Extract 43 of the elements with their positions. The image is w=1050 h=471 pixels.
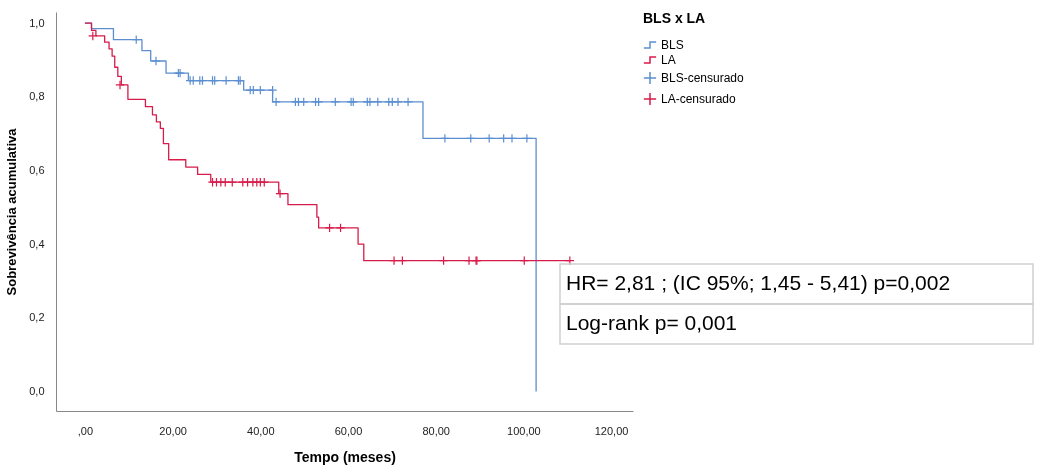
x-tick-label: 40,00 — [247, 424, 275, 437]
point — [522, 133, 532, 144]
annotation: Log-rank p= 0,001 — [566, 311, 738, 334]
point — [403, 97, 413, 107]
x-tick-label: ,00 — [77, 424, 94, 437]
point — [271, 97, 281, 107]
x-tick-label: 60,00 — [334, 424, 363, 437]
point — [330, 97, 341, 107]
legend-label: BLS — [661, 38, 684, 52]
point — [275, 188, 285, 199]
legend-label: LA — [661, 53, 676, 67]
point — [373, 97, 383, 107]
x-tick-label: 120,00 — [594, 424, 629, 437]
point — [151, 56, 161, 66]
point — [507, 133, 517, 144]
point — [335, 223, 346, 233]
y-axis-title: Sobrevivência acumulativa — [4, 127, 20, 296]
y-tick-label: 0,2 — [29, 311, 45, 324]
point — [389, 255, 399, 266]
point — [464, 255, 474, 266]
x-tick-label: 80,00 — [422, 424, 450, 437]
x-axis-title: Tempo (meses) — [294, 448, 396, 465]
annotation: HR= 2,81 ; (IC 95%; 1,45 - 5,41) p=0,002 — [566, 271, 951, 294]
y-tick-label: 1,0 — [29, 16, 45, 29]
point — [393, 97, 403, 107]
y-tick-label: 0,4 — [29, 237, 45, 250]
point — [298, 97, 309, 107]
y-tick-label: 0,0 — [29, 384, 45, 397]
point — [565, 255, 575, 266]
x-tick-label: 20,00 — [159, 424, 187, 437]
point — [255, 85, 266, 95]
point — [221, 75, 231, 86]
point — [324, 223, 335, 233]
x-tick-label: 100,00 — [507, 424, 541, 437]
point — [267, 85, 278, 95]
legend-label: LA-censurado — [661, 92, 737, 106]
y-tick-label: 0,6 — [29, 163, 45, 176]
legend-label: BLS-censurado — [661, 71, 745, 85]
y-tick-label: 0,8 — [29, 90, 45, 103]
point — [115, 80, 125, 90]
point — [440, 133, 450, 144]
point — [88, 31, 98, 41]
legend-title: BLS x LA — [643, 10, 706, 26]
